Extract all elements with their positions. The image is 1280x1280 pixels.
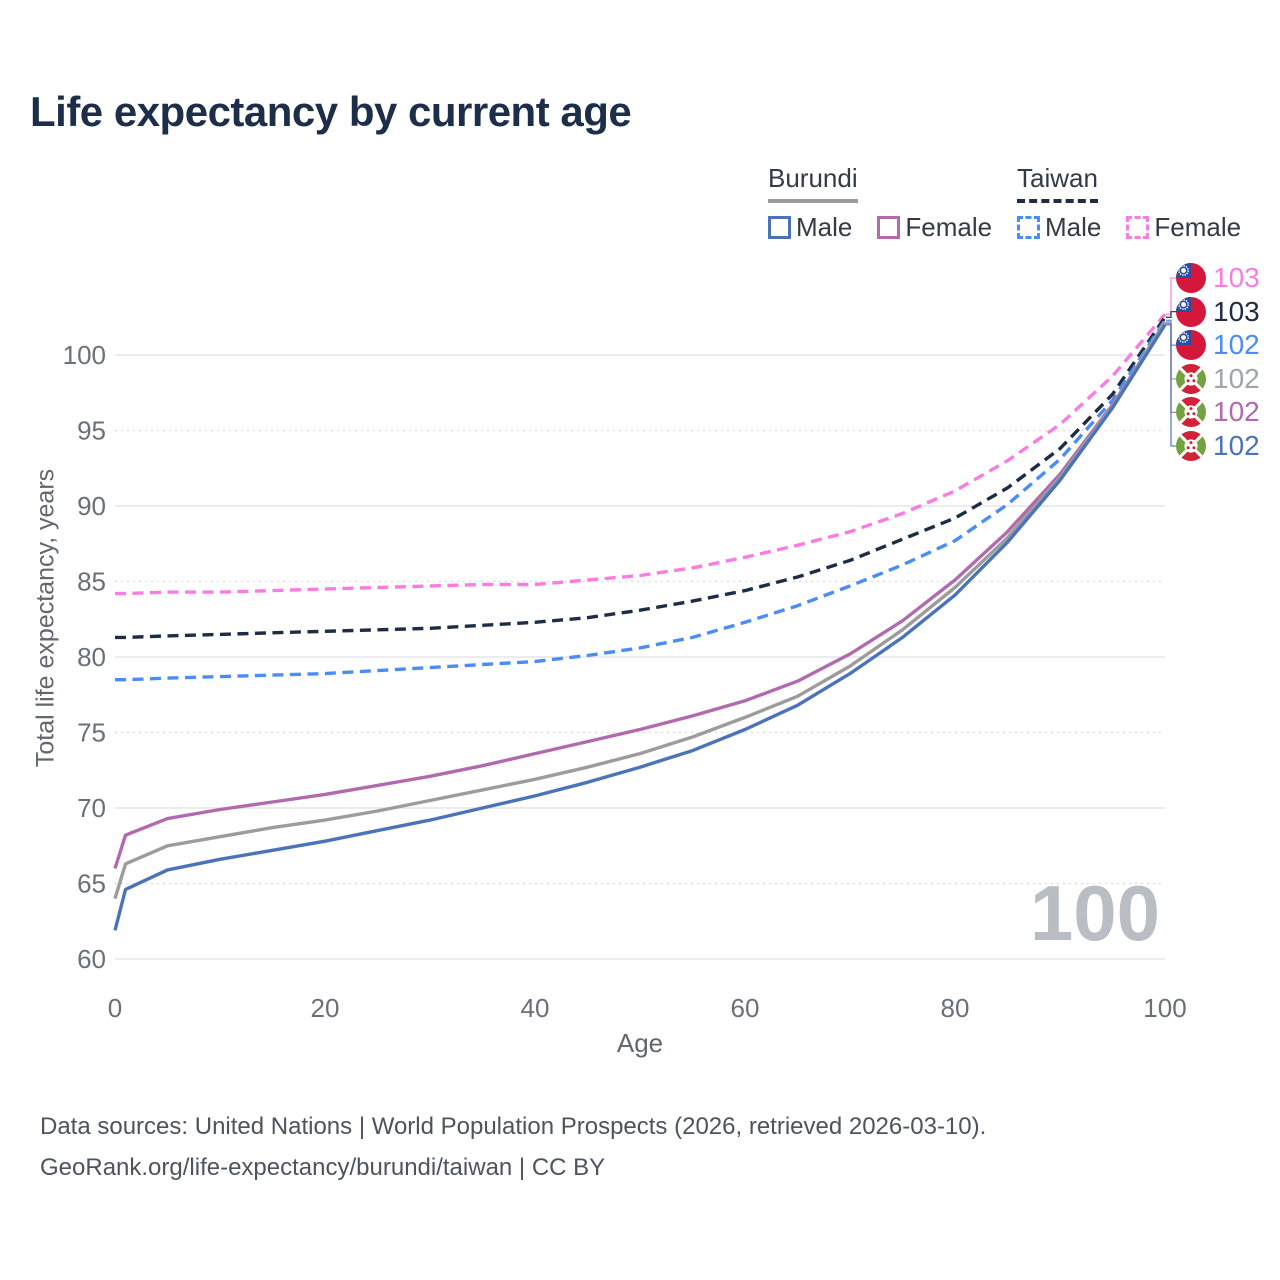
series-line-burundi-female xyxy=(113,322,1167,869)
legend-group-burundi: Burundi Male Female xyxy=(768,163,992,243)
x-tick-label: 40 xyxy=(521,993,550,1023)
series-line-taiwan-both-sexes xyxy=(115,316,1167,640)
end-label-taiwan-both: 103 xyxy=(1176,296,1260,327)
legend-label-burundi-female[interactable]: Female xyxy=(905,212,993,242)
end-label-value: 103 xyxy=(1213,262,1260,293)
legend-label-taiwan-male[interactable]: Male xyxy=(1045,212,1102,242)
x-axis-title: Age xyxy=(616,1028,664,1058)
legend-chip-burundi-female-icon[interactable] xyxy=(877,216,901,239)
legend-country-taiwan[interactable]: Taiwan xyxy=(1017,163,1098,203)
chart-title: Life expectancy by current age xyxy=(30,88,632,135)
end-label-burundi-female: 102 xyxy=(1176,396,1260,427)
tick-layer: 60 65 70 75 80 85 90 95 100 0 20 40 60 80 100 xyxy=(63,340,1187,1023)
taiwan-flag-icon xyxy=(1176,330,1206,360)
series-line-burundi-male xyxy=(113,323,1167,931)
end-label-value: 102 xyxy=(1213,329,1260,360)
end-label-value: 103 xyxy=(1213,296,1260,327)
legend-chip-taiwan-male-icon[interactable] xyxy=(1017,216,1040,239)
end-label-value: 102 xyxy=(1213,430,1260,461)
end-label-value: 102 xyxy=(1213,396,1260,427)
burundi-flag-icon xyxy=(1176,397,1206,427)
legend-chip-burundi-male-icon[interactable] xyxy=(768,216,791,239)
grid-layer xyxy=(115,354,1165,960)
y-tick-label: 80 xyxy=(77,642,106,672)
legend-label-burundi-male[interactable]: Male xyxy=(796,212,853,242)
y-axis-title: Total life expectancy, years xyxy=(31,468,60,768)
taiwan-flag-icon xyxy=(1176,263,1206,293)
y-tick-label: 65 xyxy=(77,869,106,899)
end-label-taiwan-male: 102 xyxy=(1176,329,1260,360)
y-tick-label: 100 xyxy=(63,340,106,370)
y-tick-label: 60 xyxy=(77,944,106,974)
y-tick-label: 90 xyxy=(77,491,106,521)
y-tick-label: 85 xyxy=(77,567,106,597)
end-label-burundi-male: 102 xyxy=(1176,430,1260,461)
legend-country-burundi[interactable]: Burundi xyxy=(768,163,858,203)
x-tick-label: 0 xyxy=(108,993,122,1023)
x-tick-label: 20 xyxy=(311,993,340,1023)
legend-chip-taiwan-female-icon[interactable] xyxy=(1126,216,1150,239)
burundi-flag-icon xyxy=(1176,364,1206,394)
series-layer xyxy=(113,313,1167,931)
y-tick-label: 75 xyxy=(77,718,106,748)
legend-group-taiwan: Taiwan Male Female xyxy=(1017,163,1241,243)
series-line-burundi-both-sexes xyxy=(113,320,1167,900)
x-tick-label: 80 xyxy=(941,993,970,1023)
legend: Burundi Male Female Taiwan Male Female xyxy=(0,0,1280,243)
x-tick-label: 60 xyxy=(731,993,760,1023)
footer-attribution-line: GeoRank.org/life-expectancy/burundi/taiw… xyxy=(40,1154,606,1181)
footer-source-line: Data sources: United Nations | World Pop… xyxy=(40,1113,987,1140)
end-label-connector xyxy=(1166,277,1176,315)
legend-label-taiwan-female[interactable]: Female xyxy=(1154,212,1242,242)
series-line-taiwan-male xyxy=(115,319,1167,682)
y-tick-label: 95 xyxy=(77,416,106,446)
taiwan-flag-icon xyxy=(1176,297,1206,327)
end-label-connector xyxy=(1166,324,1176,447)
x-tick-label: 100 xyxy=(1143,993,1186,1023)
end-label-burundi-both: 102 xyxy=(1176,363,1260,394)
series-line-taiwan-female xyxy=(115,313,1167,596)
burundi-flag-icon xyxy=(1176,431,1206,461)
end-label-taiwan-female: 103 xyxy=(1176,262,1260,293)
end-label-connector xyxy=(1166,310,1176,318)
end-label-connectors xyxy=(1166,277,1176,447)
age-watermark: 100 xyxy=(1029,869,1160,957)
end-label-value: 102 xyxy=(1213,363,1260,394)
footer: Data sources: United Nations | World Pop… xyxy=(40,1106,986,1188)
y-tick-label: 70 xyxy=(77,793,106,823)
